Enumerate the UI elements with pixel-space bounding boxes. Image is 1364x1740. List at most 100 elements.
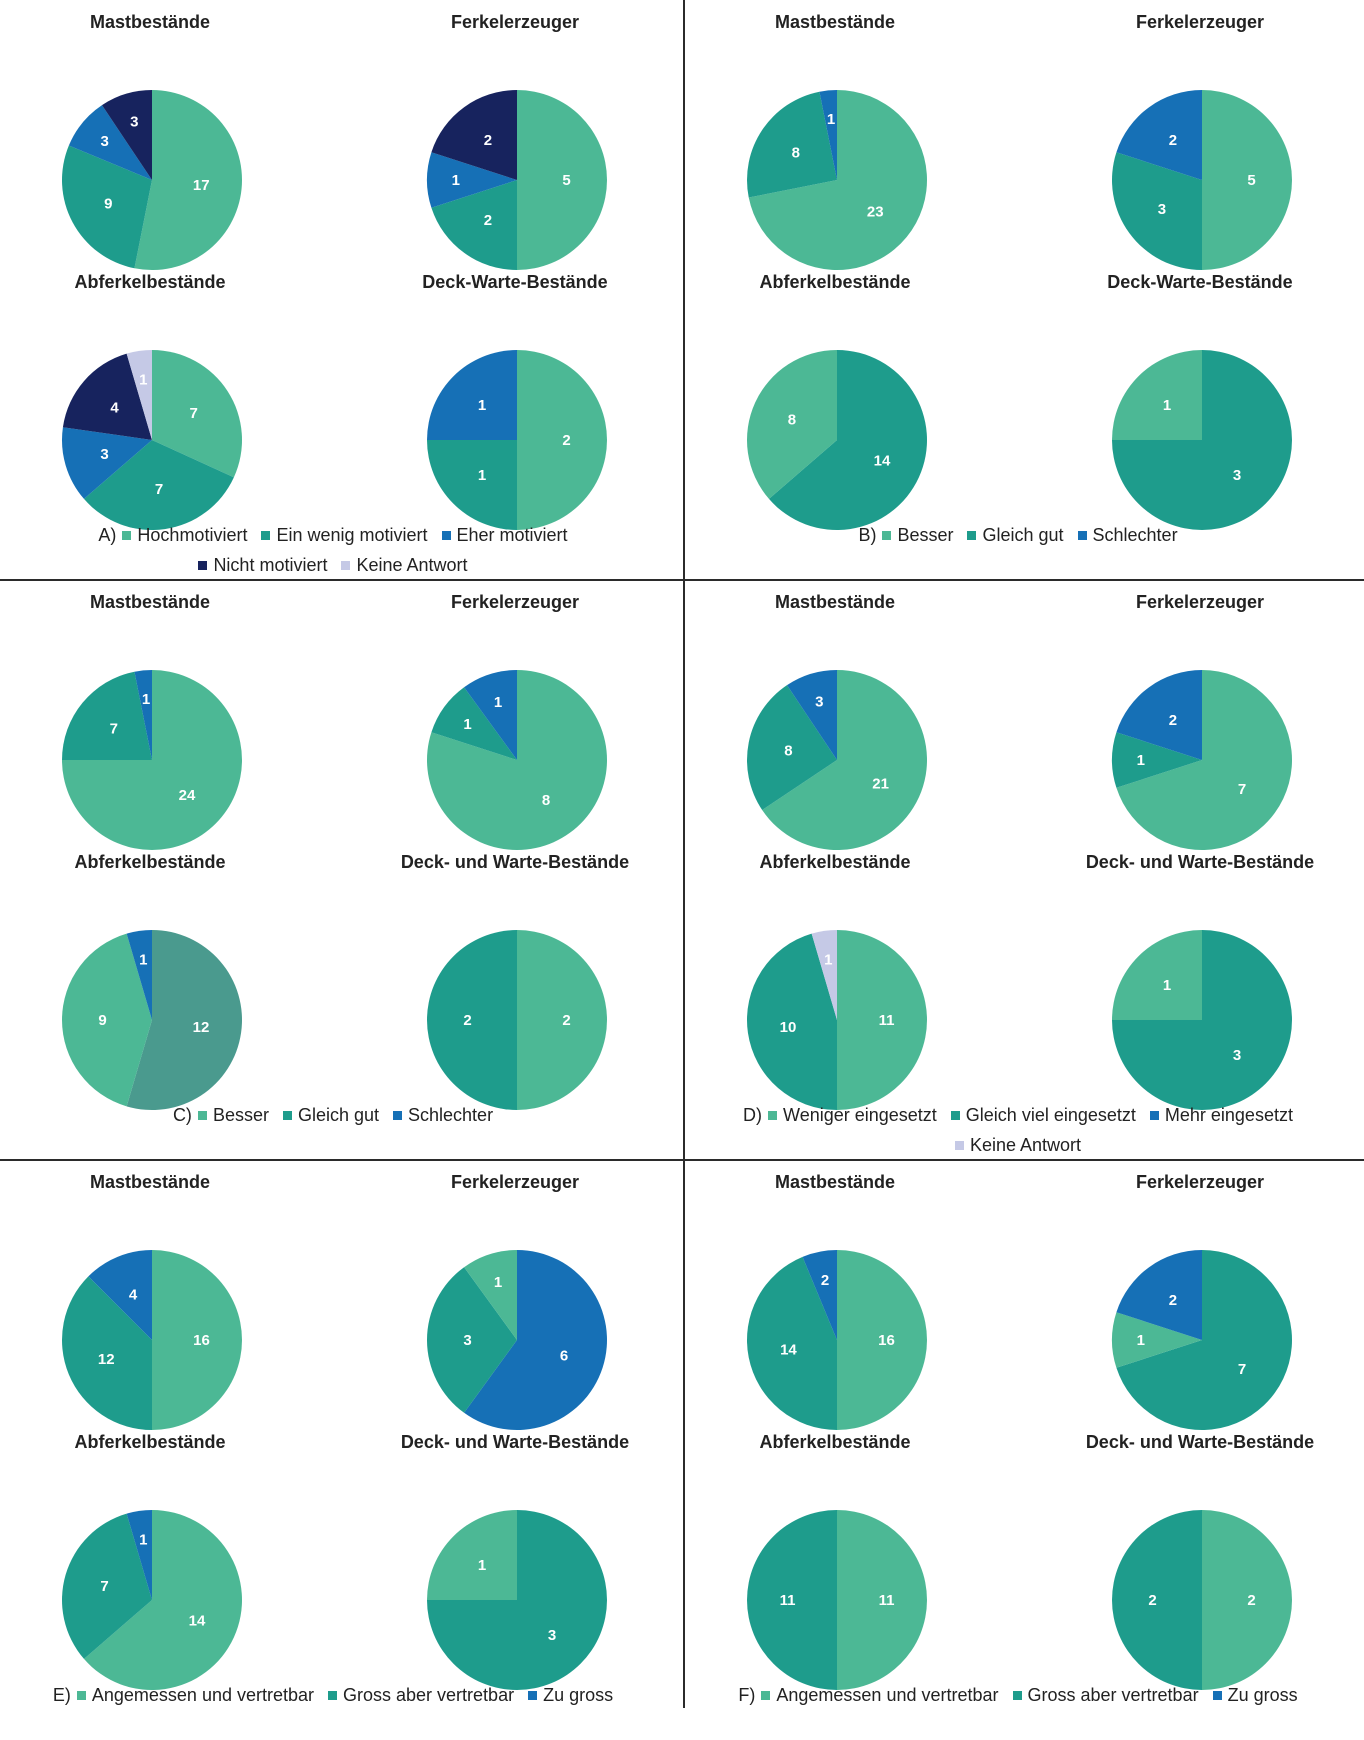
pie-slice <box>62 353 152 440</box>
pie-slice <box>62 671 152 760</box>
pie-slice <box>1202 1510 1292 1690</box>
pie-slice <box>1116 90 1202 180</box>
slice-value-label: 3 <box>101 133 109 150</box>
pie-slice <box>427 1510 517 1600</box>
pie-slice <box>811 930 837 1020</box>
slice-value-label: 2 <box>484 132 492 149</box>
pie-chart: 31 <box>1112 930 1292 1110</box>
slice-value-label: 2 <box>1169 712 1177 729</box>
slice-value-label: 1 <box>1137 1332 1145 1349</box>
legend-swatch <box>441 530 451 540</box>
legend-label: Weniger eingesetzt <box>783 1104 937 1125</box>
pie-slice <box>837 930 927 1110</box>
pie-chart: 2 1 1 <box>427 350 607 530</box>
vertical-divider-bottom <box>683 1160 685 1708</box>
pie-chart: 31 <box>1112 350 1292 530</box>
pie-slice <box>427 350 517 440</box>
panel-f: Mastbestände 16 14 2 Ferkelerzeuger 7 1 2 Abferk… <box>685 1160 1364 1740</box>
pie-title: Mastbestände <box>89 12 211 32</box>
legend: C) Besser Gleich gut Schlechter <box>0 1100 680 1130</box>
slice-value-label: 1 <box>1163 977 1171 994</box>
legend-line: F) Angemessen und vertretbar Gross aber ve… <box>685 1680 1364 1710</box>
slice-value-label: 3 <box>130 113 138 130</box>
pie-slice <box>1112 152 1202 270</box>
slice-value-label: 11 <box>780 1592 796 1609</box>
panel-a: Mastbestände 17 9 3 3 Ferkelerzeuger 5 2 1 2 Abfer… <box>0 0 680 580</box>
legend-label: Zu gross <box>1227 1684 1298 1705</box>
slice-value-label: 8 <box>542 792 550 809</box>
legend-label: Gleich viel eingesetzt <box>965 1104 1136 1125</box>
pie-title: Ferkelerzeuger <box>450 12 580 32</box>
pie-slice <box>747 933 837 1110</box>
slice-value-label: 12 <box>193 1019 210 1036</box>
legend-line: Nicht motiviert Keine Antwort <box>0 550 680 580</box>
legend-label: Schlechter <box>1092 524 1178 545</box>
pie-slice <box>62 933 152 1107</box>
slice-value-label: 3 <box>548 1627 556 1644</box>
legend-label: Zu gross <box>543 1684 614 1705</box>
pie-slice <box>431 687 517 760</box>
legend-swatch <box>768 1110 778 1120</box>
pie-chart: 6 3 1 <box>427 1250 607 1430</box>
pie-chart: 31 <box>427 1510 607 1690</box>
slice-value-label: 9 <box>98 1012 106 1029</box>
pie-title: Deck- und Warte-Bestände <box>1085 1432 1315 1452</box>
slice-value-label: 24 <box>179 787 196 804</box>
pie-slice <box>1112 1312 1202 1368</box>
pie-slice <box>747 1256 837 1430</box>
slice-value-label: 3 <box>1233 1047 1241 1064</box>
legend-swatch <box>341 560 351 570</box>
pie-chart: 23 8 1 <box>747 90 927 270</box>
pie-slice <box>747 1510 837 1690</box>
pie-slice <box>1112 732 1202 788</box>
legend-swatch <box>198 560 208 570</box>
pie-slice <box>1116 1250 1202 1340</box>
pie-slice <box>464 670 517 760</box>
slice-value-label: 14 <box>874 453 891 470</box>
legend: A) Hochmotiviert Ein wenig motiviert Eher m… <box>0 520 680 580</box>
vertical-divider-top <box>683 0 685 580</box>
pie-slice <box>748 90 927 270</box>
slice-value-label: 10 <box>780 1019 797 1036</box>
slice-value-label: 16 <box>878 1332 895 1349</box>
pie-chart: 22 <box>427 930 607 1110</box>
legend-item: Ein wenig motiviert <box>261 524 428 546</box>
pie-slice <box>427 440 517 530</box>
legend-swatch <box>76 1690 86 1700</box>
pie-slice <box>1116 1250 1292 1430</box>
pie-title: Mastbestände <box>89 1172 211 1192</box>
pie-chart: 16 14 2 <box>747 1250 927 1430</box>
slice-value-label: 1 <box>139 371 147 388</box>
pie-chart: 5 3 2 <box>1112 90 1292 270</box>
legend-item: Gleich viel eingesetzt <box>950 1104 1136 1126</box>
pie-title: Deck-Warte-Bestände <box>422 272 608 292</box>
slice-value-label: 11 <box>879 1012 895 1029</box>
slice-value-label: 2 <box>1169 132 1177 149</box>
slice-value-label: 5 <box>1247 172 1255 189</box>
vertical-divider-middle <box>683 580 685 1160</box>
slice-value-label: 1 <box>478 397 486 414</box>
pie-slice <box>517 90 607 270</box>
pie-slice <box>837 1250 927 1430</box>
slice-value-label: 8 <box>788 411 796 428</box>
legend-line: D) Weniger eingesetzt Gleich viel eingeset… <box>685 1100 1364 1130</box>
legend-item: Gross aber vertretbar <box>1012 1685 1199 1706</box>
slice-value-label: 11 <box>879 1592 895 1609</box>
legend-label: Keine Antwort <box>969 1134 1082 1155</box>
pie-title: Abferkelbestände <box>759 272 911 292</box>
slice-value-label: 7 <box>189 405 197 422</box>
pie-slice <box>126 350 152 440</box>
legend-swatch <box>1012 1690 1022 1700</box>
pie-slice <box>61 1513 152 1659</box>
legend-item: Nicht motiviert <box>198 555 327 576</box>
pie-slice <box>1116 670 1202 760</box>
legend-label: Gross aber vertretbar <box>343 1684 515 1705</box>
legend-swatch <box>261 530 271 540</box>
horizontal-divider-1 <box>0 579 1364 581</box>
legend-label: Ein wenig motiviert <box>276 524 428 545</box>
legend-item: Hochmotiviert <box>122 525 247 546</box>
pie-title: Abferkelbestände <box>759 852 911 872</box>
legend-swatch <box>393 1110 403 1120</box>
pie-chart: 21 8 3 <box>747 670 927 850</box>
slice-value-label: 1 <box>824 951 832 968</box>
